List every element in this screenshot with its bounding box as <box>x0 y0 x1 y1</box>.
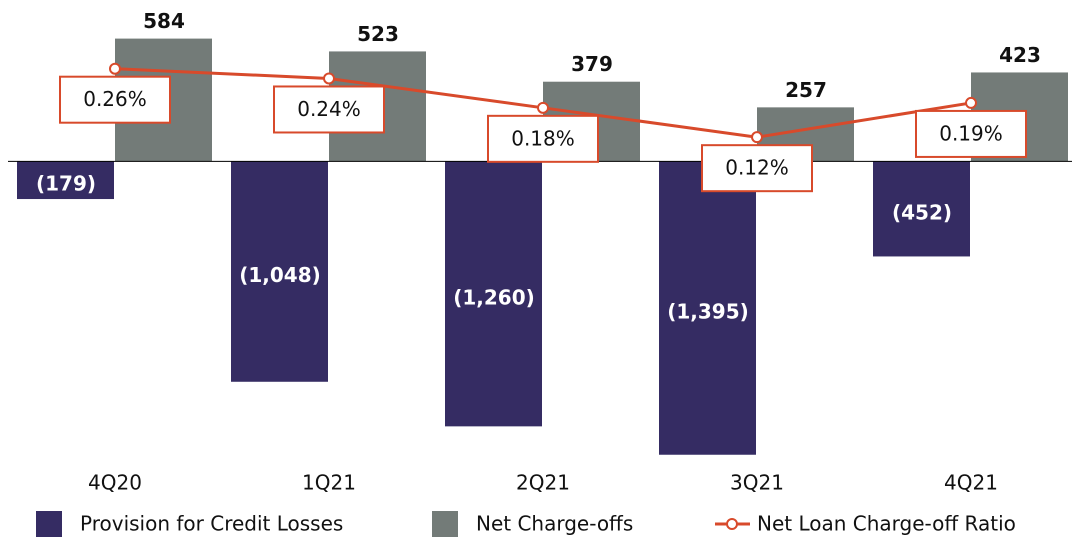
data-label: (1,048) <box>239 263 321 287</box>
data-label: 0.24% <box>297 97 361 121</box>
bar <box>231 161 328 382</box>
data-label: (452) <box>892 200 952 224</box>
legend-swatch <box>432 511 458 537</box>
x-tick-label: 4Q21 <box>944 471 998 495</box>
bar <box>445 161 542 427</box>
data-label: (179) <box>36 172 96 196</box>
data-label: 423 <box>999 43 1041 67</box>
data-label: 0.19% <box>939 121 1003 145</box>
label-box <box>59 75 171 124</box>
bar <box>659 161 756 455</box>
data-label: 584 <box>143 9 185 33</box>
label-box <box>915 109 1027 158</box>
line-point <box>323 72 335 85</box>
label-box <box>273 85 385 134</box>
line-point <box>751 131 763 144</box>
bar <box>17 161 114 200</box>
line-point <box>965 96 977 109</box>
bar <box>873 161 970 257</box>
data-label: 523 <box>357 22 399 46</box>
data-label: (1,395) <box>667 300 749 324</box>
data-label: 257 <box>785 78 827 102</box>
x-tick-label: 4Q20 <box>88 471 142 495</box>
legend-label: Provision for Credit Losses <box>80 512 343 536</box>
x-tick-label: 3Q21 <box>730 471 784 495</box>
data-label: 379 <box>571 52 613 76</box>
x-tick-label: 2Q21 <box>516 471 570 495</box>
label-box <box>701 144 813 193</box>
data-label: 0.12% <box>725 156 789 180</box>
label-box <box>487 114 599 163</box>
legend-label: Net Charge-offs <box>476 512 633 536</box>
legend-label: Net Loan Charge-off Ratio <box>757 512 1016 536</box>
legend-swatch <box>36 511 62 537</box>
x-tick-label: 1Q21 <box>302 471 356 495</box>
line-point <box>109 62 121 75</box>
line-point <box>537 101 549 114</box>
legend-swatch <box>726 518 738 530</box>
data-label: 0.18% <box>511 126 575 150</box>
data-label: 0.26% <box>83 87 147 111</box>
data-label: (1,260) <box>453 285 535 309</box>
